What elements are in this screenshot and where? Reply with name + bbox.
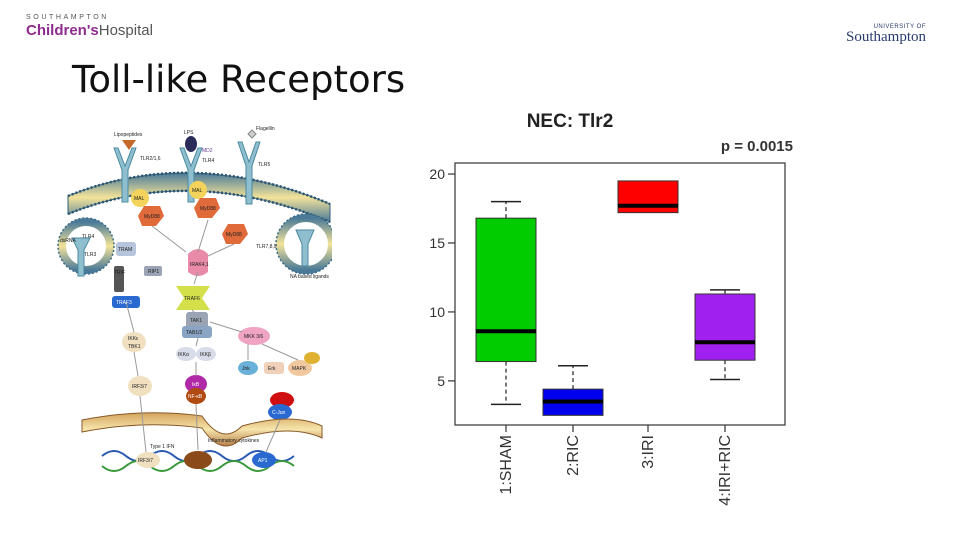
label-myd88-2: MyD88 — [200, 206, 216, 212]
y-tick-label: 10 — [429, 304, 445, 320]
box-1 — [475, 200, 537, 406]
label-ikka: IKKα — [178, 352, 189, 358]
label-myd88: MyD88 — [144, 214, 160, 220]
label-nfkb: NF-κB — [188, 394, 203, 400]
logo-small-text: SOUTHAMPTON — [26, 14, 109, 21]
label-mkk: MKK 3/6 — [244, 334, 263, 340]
logo-brand-suffix: Hospital — [98, 22, 153, 39]
box-iqr — [617, 180, 679, 214]
label-tlr789: TLR7,8,9 — [256, 244, 277, 250]
box-iqr — [694, 293, 756, 361]
p-value-annotation: p = 0.0015 — [721, 138, 793, 155]
university-logo-name: Southampton — [845, 29, 926, 45]
label-ikke: IKKε — [128, 336, 139, 342]
university-logo: UNIVERSITY OF Southampton — [846, 24, 926, 46]
label-tlr3: TLR3 — [84, 252, 96, 258]
label-irf37: IRF3/7 — [132, 384, 147, 390]
label-irak: IRAK4,1 — [190, 262, 209, 268]
label-cjun: C-Jun — [272, 410, 286, 416]
label-ap1: AP1 — [258, 458, 268, 464]
label-rip1: RIP1 — [148, 269, 159, 275]
label-traf6: TRAF6 — [184, 296, 200, 302]
label-tram: TRAM — [118, 247, 132, 253]
label-ikb: IκB — [192, 382, 200, 388]
slide-title: Toll-like Receptors — [72, 58, 406, 101]
box-2 — [542, 364, 604, 416]
label-dsrna: dsRNA — [60, 238, 77, 244]
box-plot-chart: NEC: Tlr2 p = 0.0015 5 10 15 20 1:SHAM 2:RIC… — [429, 111, 793, 506]
label-tlr5: TLR5 — [258, 162, 270, 168]
y-tick-label: 5 — [437, 373, 445, 389]
box-4 — [694, 289, 756, 381]
label-mapk: MAPK — [292, 366, 307, 372]
logo-brand: Children'sHospital — [26, 22, 153, 39]
label-md2: MD2 — [202, 148, 213, 154]
chart-title: NEC: Tlr2 — [527, 111, 614, 132]
label-tab12: TAB1/2 — [186, 330, 203, 336]
logo-brand-name: Children's — [26, 22, 99, 39]
box-series — [475, 180, 756, 416]
x-tick-label: 2:RIC — [565, 435, 582, 476]
x-tick-label: 1:SHAM — [498, 435, 515, 495]
y-axis: 5 10 15 20 — [429, 166, 455, 389]
label-myd88-3: MyD88 — [226, 232, 242, 238]
childrens-hospital-logo: SOUTHAMPTON Children'sHospital — [26, 14, 153, 39]
label-type1ifn: Type 1 IFN — [150, 444, 175, 450]
plot-area — [454, 162, 786, 426]
tlr-pathway-diagram: Lipopeptides LPS MD2 Flagellin TLR2/1,6 … — [57, 126, 332, 472]
box-3 — [617, 180, 679, 214]
label-jnk: Jnk — [242, 366, 250, 372]
label-na-ligands: NA based ligands — [290, 274, 329, 280]
y-tick-label: 20 — [429, 166, 445, 182]
label-mal-2: MAL — [192, 188, 203, 194]
x-tick-label: 4:IRI+RIC — [717, 435, 734, 506]
y-tick-label: 15 — [429, 235, 445, 251]
label-mal: MAL — [134, 196, 145, 202]
label-tlr4-endo: TLR4 — [82, 234, 94, 240]
label-flagellin: Flagellin — [256, 126, 275, 132]
box-iqr — [475, 217, 537, 363]
label-lps: LPS — [184, 130, 194, 136]
x-tick-label: 3:IRI — [640, 435, 657, 469]
label-irf37-dna: IRF3/7 — [138, 458, 153, 464]
nuclear-membrane — [81, 412, 323, 447]
label-inflammatory: Inflammatory cytokines — [208, 438, 260, 444]
university-logo-small: UNIVERSITY OF — [873, 24, 926, 30]
label-tlr2: TLR2/1,6 — [140, 156, 161, 162]
x-axis: 1:SHAM 2:RIC 3:IRI 4:IRI+RIC — [498, 425, 734, 506]
label-lipopeptides: Lipopeptides — [114, 132, 143, 138]
label-erk: Erk — [268, 366, 276, 372]
label-tbk1: TBK1 — [128, 344, 141, 350]
label-ikkb: IKKβ — [200, 352, 211, 358]
label-tlr4: TLR4 — [202, 158, 214, 164]
label-trif: TRIF — [114, 270, 125, 276]
label-tak1: TAK1 — [190, 318, 202, 324]
label-traf3: TRAF3 — [116, 300, 132, 306]
